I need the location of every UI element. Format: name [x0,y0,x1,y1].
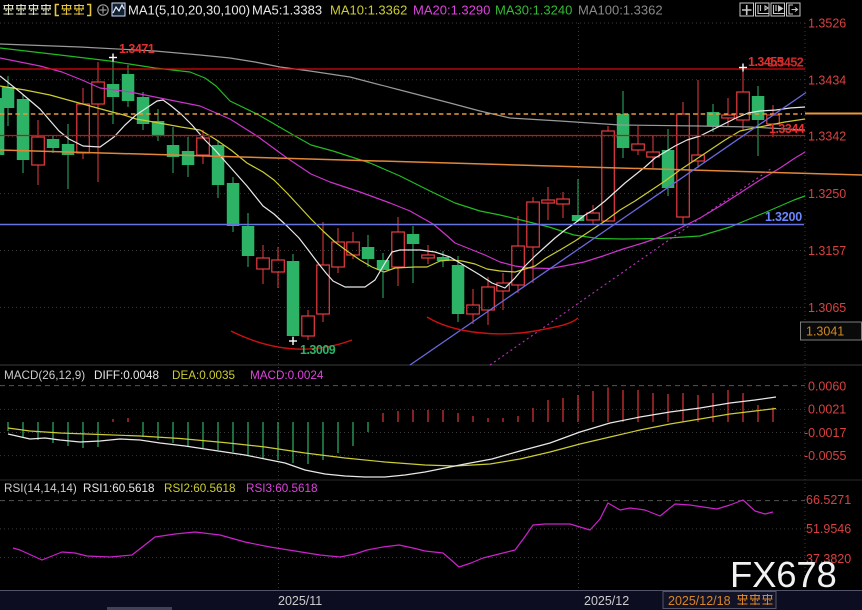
svg-text:FX678: FX678 [730,554,837,595]
svg-text:MACD(26,12,9): MACD(26,12,9) [4,369,85,382]
svg-text:2025/12: 2025/12 [584,594,629,608]
svg-text:66.5271: 66.5271 [806,493,851,507]
svg-text:RSI1:60.5618: RSI1:60.5618 [83,482,154,495]
svg-text:MA100:1.3362: MA100:1.3362 [578,3,663,18]
svg-text:1.3342: 1.3342 [808,130,846,144]
svg-text:RSI2:60.5618: RSI2:60.5618 [164,482,235,495]
svg-text:-0.0055: -0.0055 [804,449,846,463]
svg-text:-0.0017: -0.0017 [804,426,846,440]
svg-text:MA30:1.3240: MA30:1.3240 [495,3,572,18]
svg-text:51.9546: 51.9546 [806,522,851,536]
svg-text:1.3065: 1.3065 [808,301,846,315]
svg-text:1.3157: 1.3157 [808,244,846,258]
svg-text:1.3526: 1.3526 [808,16,846,30]
svg-text:1.3344: 1.3344 [769,122,805,136]
svg-text:1.3434: 1.3434 [808,74,846,88]
svg-text:MA1(5,10,20,30,100): MA1(5,10,20,30,100) [128,3,250,18]
svg-text:MA10:1.3362: MA10:1.3362 [330,3,407,18]
svg-text:DIFF:0.0048: DIFF:0.0048 [94,369,159,382]
svg-text:1.3452: 1.3452 [768,56,804,70]
svg-text:1.3009: 1.3009 [300,343,336,357]
svg-text:2025/11: 2025/11 [278,594,322,608]
svg-text:MA5:1.3383: MA5:1.3383 [252,3,322,18]
svg-text:RSI3:60.5618: RSI3:60.5618 [246,482,317,495]
svg-text:MACD:0.0024: MACD:0.0024 [250,369,324,382]
svg-text:37.3820: 37.3820 [806,552,851,566]
svg-text:1.3041: 1.3041 [806,325,844,339]
svg-text:DEA:0.0035: DEA:0.0035 [172,369,236,382]
svg-text:1.3471: 1.3471 [119,42,155,56]
svg-text:2025/12/18: 2025/12/18 [668,594,731,608]
svg-text:MA20:1.3290: MA20:1.3290 [413,3,490,18]
svg-text:1.3455: 1.3455 [748,55,784,69]
svg-text:1.3250: 1.3250 [808,187,846,201]
svg-text:1.3200: 1.3200 [765,210,802,224]
svg-text:RSI(14,14,14): RSI(14,14,14) [4,482,77,495]
svg-text:0.0021: 0.0021 [808,403,846,417]
svg-text:0.0060: 0.0060 [808,380,846,394]
